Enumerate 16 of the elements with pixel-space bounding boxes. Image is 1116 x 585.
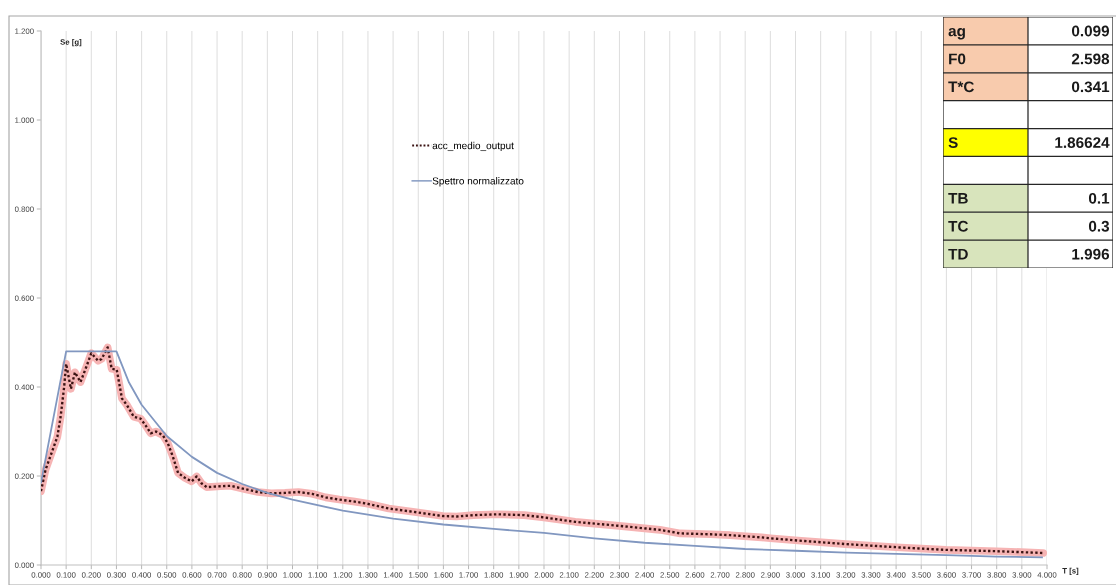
- category-label: F0: [949, 53, 966, 65]
- data-label: 0.1: [1088, 192, 1110, 204]
- legend-label: Spettro normalizzato: [432, 177, 524, 187]
- data-label: 1.996: [1072, 248, 1110, 260]
- data-label: 0.099: [1071, 25, 1110, 37]
- data-label: 1.86624: [1055, 137, 1110, 148]
- category-label: T*C: [948, 81, 974, 93]
- category-label: TC: [948, 220, 969, 232]
- category-label: ag: [948, 27, 965, 40]
- category-label: TB: [948, 193, 968, 204]
- category-label: TD: [948, 248, 968, 260]
- data-label: 2.598: [1071, 53, 1110, 65]
- legend-label: acc_medio_output: [432, 141, 514, 152]
- data-label: 0.341: [1071, 81, 1110, 93]
- data-label: 0.3: [1088, 220, 1110, 232]
- category-label: S: [948, 137, 958, 148]
